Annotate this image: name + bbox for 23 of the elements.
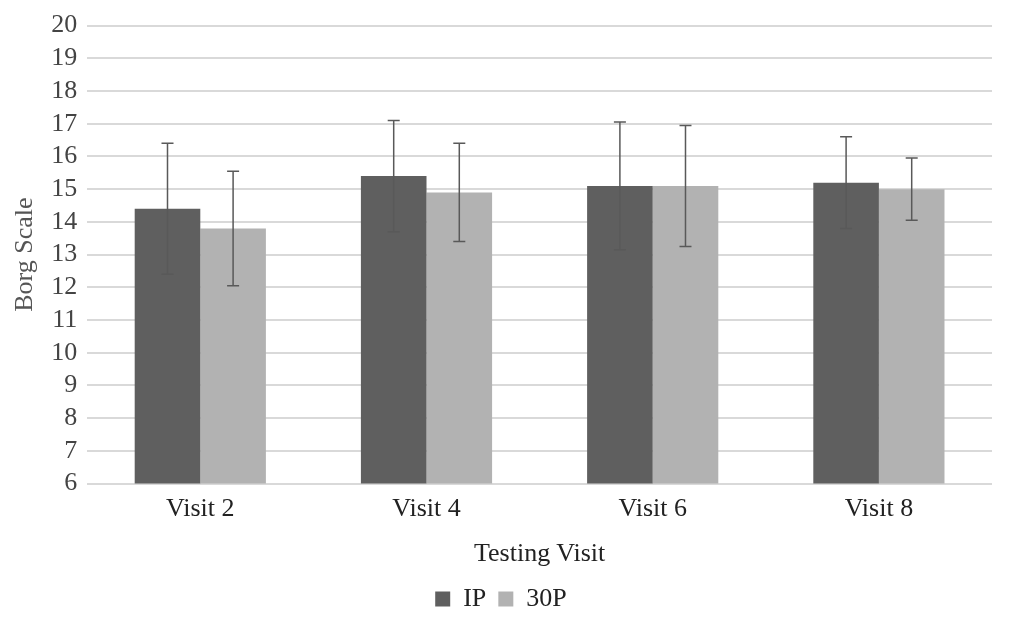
y-tick-label: 20: [51, 9, 78, 39]
legend-label: IP: [463, 582, 487, 612]
y-tick-label: 17: [51, 107, 78, 137]
y-tick-label: 19: [51, 42, 78, 72]
y-tick-label: 10: [51, 336, 78, 366]
y-tick-label: 15: [51, 173, 78, 202]
y-tick-label: 13: [51, 238, 78, 268]
y-axis-title: Borg Scale: [9, 197, 39, 312]
y-tick-label: 9: [64, 369, 78, 399]
y-tick-label: 16: [51, 140, 78, 170]
x-tick-label: Visit 2: [166, 493, 235, 523]
y-tick-label: 18: [51, 74, 78, 104]
y-tick-label: 12: [51, 271, 78, 301]
y-tick-label: 11: [52, 303, 78, 333]
y-tick-label: 6: [64, 467, 78, 497]
legend-label: 30P: [526, 582, 567, 612]
y-tick-label: 8: [64, 402, 78, 431]
x-tick-label: Visit 6: [618, 493, 687, 523]
x-tick-label: Visit 4: [392, 493, 461, 523]
y-tick-label: 7: [64, 434, 78, 464]
x-tick-label: Visit 8: [844, 493, 914, 523]
x-axis-title: Testing Visit: [473, 538, 606, 568]
y-tick-label: 14: [51, 205, 78, 235]
